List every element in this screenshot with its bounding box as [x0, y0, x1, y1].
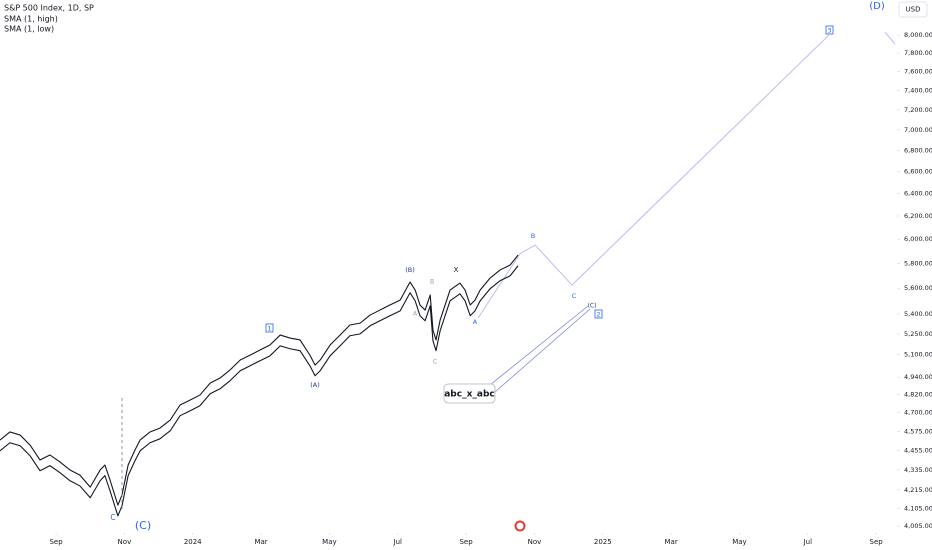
x-tick-label: Nov [118, 538, 132, 546]
callout-line [494, 308, 591, 393]
price-axis: 8,000.00 7,800.00 7,600.00 7,400.00 7,200.00… [897, 31, 932, 530]
y-tick-label: 5,100.00 [904, 351, 932, 359]
x-tick-label: 2025 [594, 538, 612, 546]
wave-label: 2 [596, 311, 600, 319]
x-tick-label: May [732, 538, 746, 546]
y-tick-label: 5,600.00 [904, 284, 932, 292]
event-icon-inner [516, 522, 524, 530]
y-tick-label: 6,400.00 [904, 189, 932, 197]
legend-entry: SMA (1, high) [4, 15, 58, 24]
wave-label: (B) [405, 266, 415, 274]
wave-label: B [430, 279, 434, 286]
wave-label: 3 [827, 27, 831, 35]
callout-box [443, 383, 496, 404]
projection-line [477, 34, 830, 319]
chart-title: S&P 500 Index, 1D, SP [4, 4, 94, 13]
x-tick-label: Mar [254, 538, 267, 546]
wave-label: (D) [869, 1, 885, 12]
y-tick-label: 7,200.00 [904, 106, 932, 114]
wave-label: (C) [588, 303, 597, 310]
x-tick-label: Mar [665, 538, 678, 546]
wave-label: C [572, 292, 577, 300]
y-tick-label: 7,600.00 [904, 68, 932, 76]
x-tick-label: Nov [528, 538, 542, 546]
x-tick-label: Jul [803, 538, 813, 546]
y-tick-label: 7,000.00 [904, 126, 932, 134]
y-tick-label: 5,400.00 [904, 310, 932, 318]
y-tick-label: 6,200.00 [904, 212, 932, 220]
wave-label: A [413, 311, 418, 318]
x-tick-label: May [322, 538, 336, 546]
x-tick-label: Sep [49, 538, 63, 546]
callout-line [489, 305, 589, 386]
x-tick-label: 2024 [184, 538, 202, 546]
y-tick-label: 7,800.00 [904, 49, 932, 57]
wave-label: X [454, 266, 459, 274]
plot-area [0, 31, 896, 517]
wave-label: A [473, 318, 478, 326]
x-tick-label: Jul [393, 538, 403, 546]
price-line [0, 265, 519, 517]
y-tick-label: 5,250.00 [904, 330, 932, 338]
y-tick-label: 6,000.00 [904, 235, 932, 243]
wave-box [594, 309, 603, 319]
callout-text: abc_x_abc [444, 390, 495, 400]
wave-label: (C) [135, 519, 151, 532]
y-tick-label: 6,800.00 [904, 146, 932, 154]
x-tick-label: Sep [459, 538, 473, 546]
projection-line [884, 31, 896, 45]
x-tick-label: Sep [870, 538, 884, 546]
y-tick-label: 8,000.00 [904, 31, 932, 39]
y-tick-label: 4,105.00 [904, 505, 932, 513]
y-tick-label: 4,335.00 [904, 466, 932, 474]
y-tick-label: 4,940.00 [904, 373, 932, 381]
y-tick-label: 4,215.00 [904, 486, 932, 494]
y-tick-label: 4,575.00 [904, 428, 932, 436]
currency-label[interactable]: USD [906, 6, 921, 14]
wave-label: (A) [310, 381, 320, 389]
wave-label: C [433, 359, 437, 366]
wave-box [825, 25, 834, 35]
legend-entry: SMA (1, low) [4, 25, 54, 34]
y-tick-label: 4,820.00 [904, 391, 932, 399]
wave-label: 1 [267, 325, 271, 333]
y-tick-label: 4,700.00 [904, 409, 932, 417]
y-tick-label: 4,455.00 [904, 447, 932, 455]
wave-label: B [531, 232, 535, 240]
y-tick-label: 4,005.00 [904, 522, 932, 530]
y-tick-label: 5,800.00 [904, 259, 932, 267]
currency-button[interactable] [898, 1, 928, 18]
wave-label: C [110, 513, 115, 522]
wave-box [265, 323, 274, 333]
y-tick-label: 7,400.00 [904, 86, 932, 94]
y-tick-label: 6,600.00 [904, 168, 932, 176]
price-line [0, 254, 519, 506]
